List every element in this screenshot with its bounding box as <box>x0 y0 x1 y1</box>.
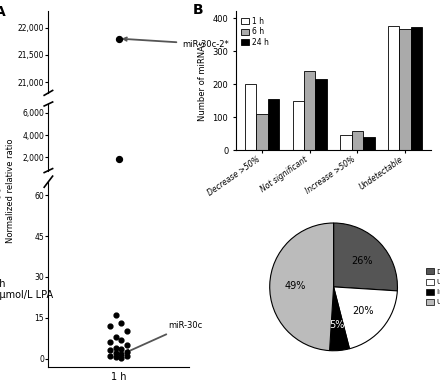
Point <box>118 346 125 352</box>
Bar <box>352 131 363 150</box>
Text: 1 h
5 μmol/L LPA: 1 h 5 μmol/L LPA <box>0 279 53 301</box>
Text: Normalized relative ratio: Normalized relative ratio <box>7 139 15 243</box>
Bar <box>293 101 304 150</box>
Point <box>107 323 114 329</box>
Legend: 1 h, 6 h, 24 h: 1 h, 6 h, 24 h <box>240 15 271 49</box>
Text: 26%: 26% <box>351 256 372 265</box>
Point <box>112 334 119 340</box>
Point <box>118 355 125 361</box>
Point <box>124 353 131 359</box>
Point <box>124 328 131 334</box>
Wedge shape <box>334 287 397 349</box>
Wedge shape <box>270 223 334 351</box>
Bar <box>315 79 327 150</box>
Wedge shape <box>334 223 397 291</box>
Point <box>107 353 114 359</box>
Bar <box>245 84 256 150</box>
Bar <box>340 136 352 150</box>
Text: 5%: 5% <box>330 320 345 330</box>
Bar <box>388 26 400 150</box>
Text: miR-30c: miR-30c <box>126 321 202 353</box>
Point <box>107 339 114 345</box>
Bar <box>268 99 279 150</box>
Bar <box>256 114 268 150</box>
Point <box>118 320 125 326</box>
Point <box>124 342 131 348</box>
Text: 49%: 49% <box>285 281 306 291</box>
Point <box>112 350 119 356</box>
Legend: Decrease >50%, Unchanged, Increase >50%, Undetected: Decrease >50%, Unchanged, Increase >50%,… <box>425 267 440 307</box>
Text: B: B <box>193 3 204 17</box>
Text: A: A <box>0 5 6 19</box>
Bar <box>363 137 374 150</box>
Bar <box>304 71 315 150</box>
Bar <box>400 29 411 150</box>
Point <box>112 345 119 351</box>
Point <box>107 347 114 353</box>
Point <box>118 351 125 358</box>
Point <box>115 36 122 42</box>
Bar <box>411 28 422 150</box>
Point <box>124 349 131 355</box>
Wedge shape <box>330 287 349 351</box>
Point <box>112 354 119 361</box>
Point <box>118 337 125 343</box>
Point <box>112 312 119 318</box>
Point <box>115 156 122 162</box>
Text: miR-30c-2*: miR-30c-2* <box>124 37 229 49</box>
Y-axis label: Number of miRNAs: Number of miRNAs <box>198 41 207 121</box>
Text: 20%: 20% <box>352 306 374 316</box>
